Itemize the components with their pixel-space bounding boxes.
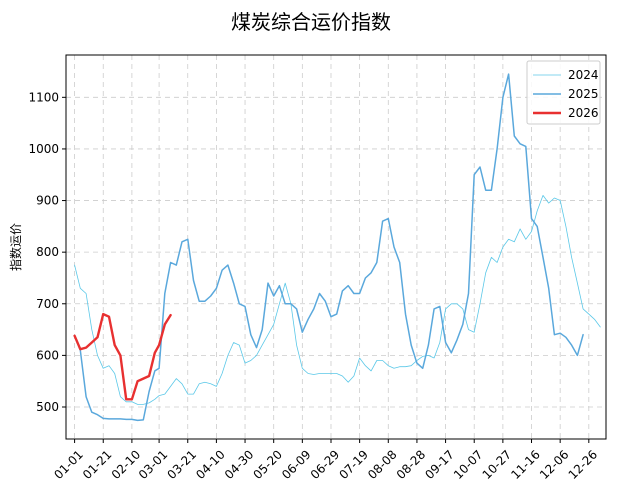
- x-axis: 01-0101-2102-1003-0103-2104-1004-3005-20…: [51, 439, 600, 482]
- x-tick-label: 06-29: [308, 447, 343, 482]
- x-tick-label: 12-26: [566, 447, 601, 482]
- x-tick-label: 11-16: [508, 447, 543, 482]
- y-axis: 500 600 700 800 900 1000 1100: [28, 90, 66, 414]
- x-tick-label: 04-10: [193, 447, 228, 482]
- x-tick-label: 07-19: [336, 447, 371, 482]
- legend-label-2026: 2026: [568, 106, 599, 120]
- series-line-2026: [73, 312, 172, 401]
- y-tick-label: 900: [36, 194, 59, 208]
- series-lines: [73, 73, 601, 422]
- grid: [66, 55, 606, 439]
- y-tick-label: 1000: [28, 142, 59, 156]
- legend-box: [526, 60, 601, 125]
- plot-frame: [65, 54, 607, 440]
- x-tick-label: 03-21: [165, 447, 200, 482]
- x-tick-label: 06-09: [279, 447, 314, 482]
- x-tick-label: 05-20: [250, 447, 285, 482]
- chart-title: 煤炭综合运价指数: [231, 10, 391, 34]
- legend-label-2024: 2024: [568, 68, 599, 82]
- series-line-2025: [73, 73, 584, 422]
- y-tick-label: 1100: [28, 90, 59, 104]
- series-line-2024: [74, 194, 601, 405]
- x-tick-label: 10-27: [480, 447, 515, 482]
- x-tick-label: 01-01: [51, 447, 86, 482]
- y-tick-label: 800: [36, 245, 59, 259]
- y-tick-label: 600: [36, 348, 59, 362]
- y-axis-title: 指数运价: [8, 223, 23, 271]
- x-tick-label: 10-07: [451, 447, 486, 482]
- x-tick-label: 08-08: [365, 447, 400, 482]
- legend-label-2025: 2025: [568, 87, 599, 101]
- y-tick-label: 500: [36, 400, 59, 414]
- legend: 2024 2025 2026: [526, 60, 601, 125]
- x-tick-label: 02-10: [109, 447, 144, 482]
- x-tick-label: 12-06: [537, 447, 572, 482]
- x-tick-label: 08-28: [394, 447, 429, 482]
- x-tick-label: 03-01: [136, 447, 171, 482]
- x-tick-label: 09-17: [422, 447, 457, 482]
- y-tick-label: 700: [36, 297, 59, 311]
- x-tick-label: 04-30: [222, 447, 257, 482]
- x-tick-label: 01-21: [80, 447, 115, 482]
